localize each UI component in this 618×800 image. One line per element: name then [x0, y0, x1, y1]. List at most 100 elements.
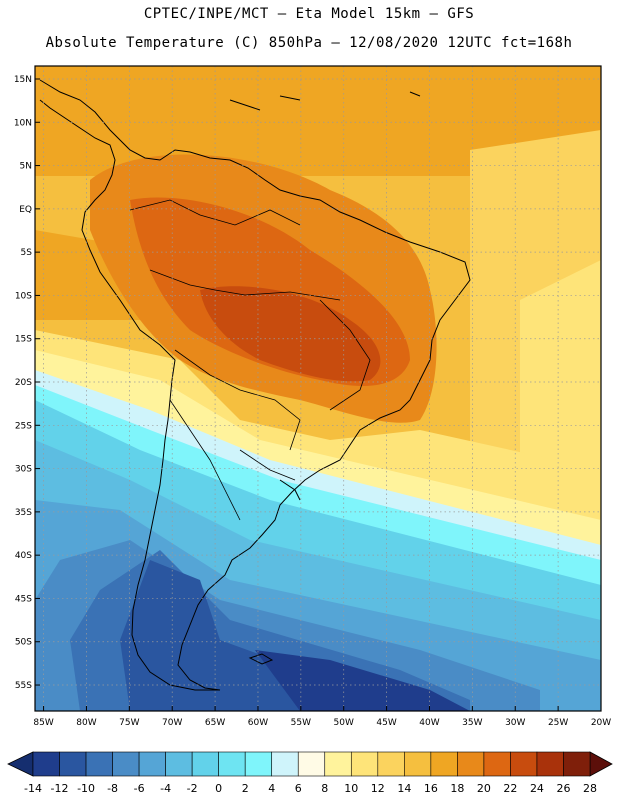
colorbar-swatch	[297, 751, 326, 777]
pacific-coast	[39, 99, 220, 691]
field-continent-hottest	[200, 286, 381, 382]
colorbar-label: 28	[583, 782, 597, 795]
lon-label: 50W	[334, 718, 354, 728]
lat-label: EQ	[19, 205, 32, 215]
colorbar-swatch	[457, 751, 485, 777]
lat-label: 55S	[15, 681, 32, 691]
colorbar-label: -2	[187, 782, 198, 795]
colorbar-label: 0	[215, 782, 222, 795]
border-south	[239, 449, 296, 481]
lat-label: 35S	[15, 508, 32, 518]
lon-label: 30W	[505, 718, 525, 728]
axis-ticks	[35, 78, 602, 711]
colorbar-label: 14	[397, 782, 411, 795]
lat-label: 50S	[15, 638, 32, 648]
lon-label: 40W	[419, 718, 439, 728]
field-pale-band	[35, 350, 601, 560]
colorbar-arrow-low	[7, 751, 34, 777]
lat-label: 5S	[21, 248, 33, 258]
falklands	[248, 653, 274, 665]
lon-label: 80W	[76, 718, 96, 728]
lon-label: 75W	[119, 718, 139, 728]
colorbar-label: 20	[477, 782, 491, 795]
title-line-2: Absolute Temperature (C) 850hPa – 12/08/…	[45, 35, 573, 51]
coastlines	[39, 79, 471, 691]
lat-label: 30S	[15, 465, 32, 475]
lon-label: 25W	[548, 718, 568, 728]
lat-label: 40S	[15, 551, 32, 561]
colorbar-swatch	[85, 751, 113, 777]
lon-label: 55W	[291, 718, 311, 728]
lon-label: 65W	[205, 718, 225, 728]
colorbar-label: -4	[160, 782, 171, 795]
title-line-1: CPTEC/INPE/MCT – Eta Model 15km – GFS	[143, 6, 475, 22]
lat-label: 10N	[14, 118, 32, 128]
colorbar-label: 26	[556, 782, 570, 795]
colorbar-label: -8	[107, 782, 118, 795]
latitude-labels: 15N 10N 5N EQ 5S 10S 15S 20S 25S 30S 35S 40S 45S 50S 5…	[14, 75, 32, 691]
field-east-atlantic-2	[520, 260, 601, 470]
colorbar-swatch	[404, 751, 432, 777]
border-center	[174, 349, 301, 451]
north-america-coast	[39, 79, 471, 691]
lat-label: 15N	[14, 75, 32, 85]
lon-label: 85W	[33, 718, 53, 728]
border-andes	[169, 399, 241, 521]
colorbar-swatch	[138, 751, 166, 777]
colorbar-label: 16	[424, 782, 438, 795]
lon-label: 35W	[462, 718, 482, 728]
uruguay-coast	[279, 479, 301, 501]
country-borders	[129, 199, 371, 521]
temperature-field	[35, 66, 601, 711]
colorbar-swatch	[191, 751, 219, 777]
colorbar-label: 18	[450, 782, 464, 795]
colorbar-swatch	[218, 751, 246, 777]
colorbar-swatch	[271, 751, 299, 777]
colorbar-swatch	[59, 751, 87, 777]
colorbar-swatch	[112, 751, 140, 777]
lat-label: 10S	[15, 291, 32, 301]
colorbar-swatch	[483, 751, 511, 777]
lon-label: 60W	[248, 718, 268, 728]
colorbar-label: 6	[295, 782, 302, 795]
border-states	[319, 299, 371, 411]
colorbar-label: 12	[371, 782, 385, 795]
colorbar-label: 4	[268, 782, 275, 795]
lat-label: 45S	[15, 594, 32, 604]
border-amazon	[149, 269, 341, 301]
colorbar-swatch	[165, 751, 193, 777]
colorbar-swatch	[510, 751, 538, 777]
colorbar-label: -14	[24, 782, 42, 795]
lon-label: 45W	[376, 718, 396, 728]
colorbar-swatch	[244, 751, 273, 777]
lat-label: 20S	[15, 378, 32, 388]
colorbar-label: -12	[51, 782, 69, 795]
colorbar-label: 22	[503, 782, 517, 795]
map-frame	[34, 65, 602, 712]
border-north	[129, 199, 301, 226]
lon-label: 70W	[162, 718, 182, 728]
colorbar-label: 24	[530, 782, 544, 795]
lat-label: 25S	[15, 421, 32, 431]
colorbar-label: -10	[77, 782, 95, 795]
colorbar-swatch	[536, 751, 564, 777]
lat-label: 15S	[15, 335, 32, 345]
colorbar-swatch	[563, 751, 591, 777]
colorbar-swatch	[32, 751, 60, 777]
colorbar	[7, 751, 613, 777]
colorbar-label: 10	[344, 782, 358, 795]
colorbar-label: 8	[321, 782, 328, 795]
colorbar-label: -6	[134, 782, 145, 795]
caribbean-islands	[229, 91, 421, 111]
colorbar-swatch	[377, 751, 405, 777]
colorbar-swatch	[430, 751, 458, 777]
lat-label: 5N	[20, 162, 32, 172]
colorbar-swatch	[324, 751, 352, 777]
colorbar-labels: -14 -12 -10 -8 -6 -4 -2 0 2 4 6 8 10 12 14 16 18 20 22 24 26…	[24, 782, 597, 795]
field-blue-7	[255, 650, 470, 711]
lon-label: 20W	[591, 718, 611, 728]
longitude-labels: 85W 80W 75W 70W 65W 60W 55W 50W 45W 40W 35W 30W 25W 2…	[33, 718, 611, 728]
colorbar-label: 2	[242, 782, 249, 795]
colorbar-swatch	[350, 751, 379, 777]
